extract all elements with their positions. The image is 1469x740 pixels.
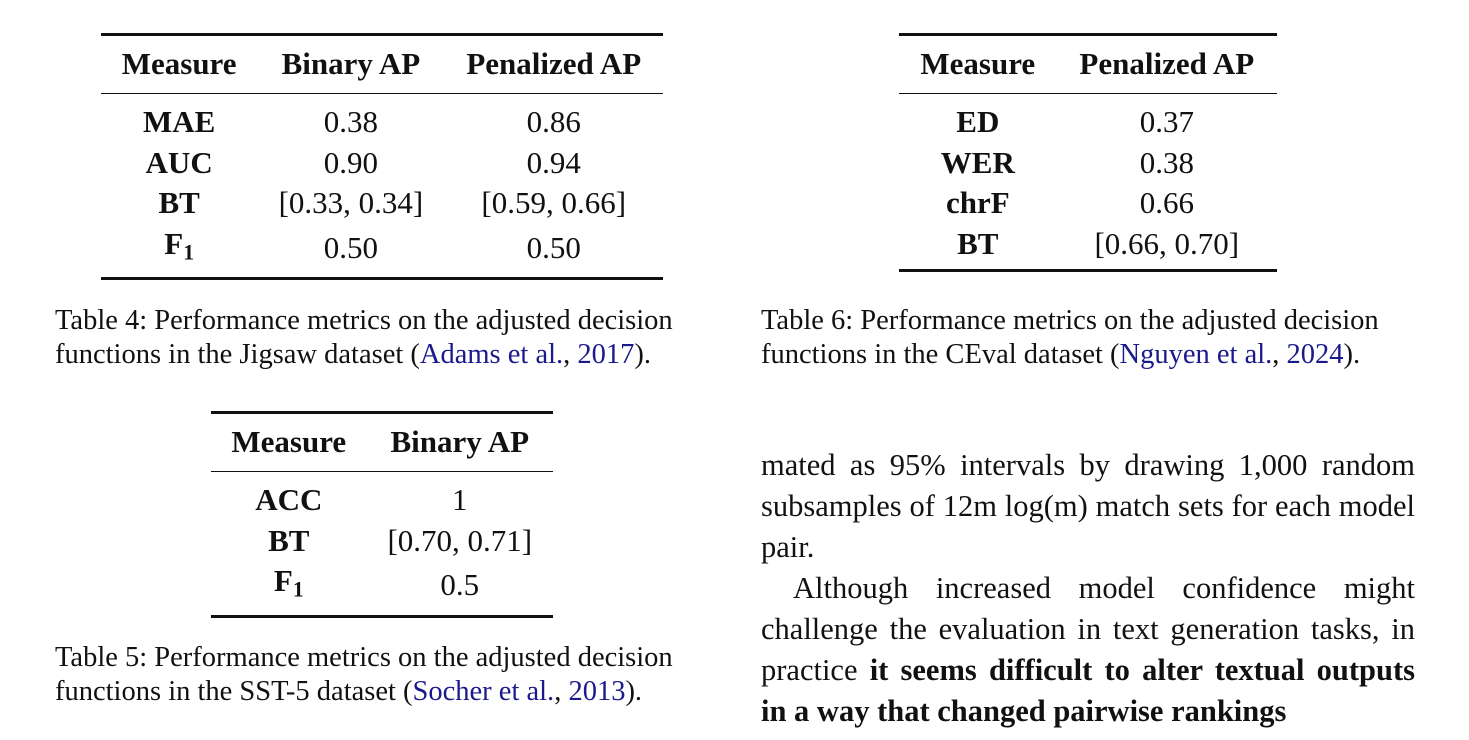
citation-year-link[interactable]: 2013 bbox=[568, 676, 626, 707]
table-row: chrF 0.66 bbox=[899, 183, 1277, 224]
measure-cell: F1 bbox=[211, 561, 367, 616]
measure-cell: ED bbox=[956, 104, 1000, 139]
measure-name: F bbox=[273, 563, 293, 598]
column-header: Binary AP bbox=[366, 412, 553, 472]
measure-cell: BT bbox=[268, 522, 310, 558]
caption-text: , bbox=[563, 339, 578, 370]
table-row: BT [0.66, 0.70] bbox=[899, 224, 1277, 271]
citation-year-link[interactable]: 2017 bbox=[577, 339, 635, 370]
table-row: AUC 0.90 0.94 bbox=[101, 143, 663, 184]
measure-cell: BT bbox=[158, 185, 200, 220]
measure-subscript: 1 bbox=[183, 239, 195, 264]
value-cell: [0.59, 0.66] bbox=[481, 185, 627, 220]
body-paragraph-2: Although increased model confidence migh… bbox=[761, 568, 1415, 732]
measure-cell: MAE bbox=[142, 104, 216, 139]
table-row: BT [0.33, 0.34] [0.59, 0.66] bbox=[101, 183, 663, 224]
caption-text: Table 5: Performance metrics on the adju… bbox=[55, 642, 673, 707]
caption-text: , bbox=[554, 676, 569, 707]
table-6: Measure Penalized AP ED 0.37 WER 0.38 ch… bbox=[899, 33, 1277, 272]
table-row: WER 0.38 bbox=[899, 143, 1277, 184]
table-row: BT [0.70, 0.71] bbox=[211, 521, 553, 562]
value-cell: [0.70, 0.71] bbox=[387, 522, 533, 558]
measure-cell: BT bbox=[957, 225, 999, 261]
measure-cell: ACC bbox=[255, 482, 323, 517]
column-header: Penalized AP bbox=[1056, 34, 1277, 94]
caption-text: ). bbox=[1343, 339, 1361, 370]
table-6-caption: Table 6: Performance metrics on the adju… bbox=[761, 304, 1421, 372]
caption-text: ). bbox=[634, 339, 652, 370]
table-header-row: Measure Penalized AP bbox=[899, 34, 1277, 94]
table-header-row: Measure Binary AP bbox=[211, 412, 553, 472]
table-row: F1 0.5 bbox=[211, 561, 553, 616]
table-header-row: Measure Binary AP Penalized AP bbox=[101, 34, 663, 94]
measure-cell: AUC bbox=[145, 144, 213, 180]
citation-year-link[interactable]: 2024 bbox=[1286, 339, 1344, 370]
caption-text: Table 6: Performance metrics on the adju… bbox=[761, 305, 1379, 370]
caption-text: ). bbox=[625, 676, 643, 707]
column-header: Measure bbox=[899, 34, 1057, 94]
value-cell: 0.90 bbox=[323, 144, 379, 180]
caption-text: , bbox=[1272, 339, 1287, 370]
emphasis-text: it seems difficult to alter textual outp… bbox=[761, 653, 1415, 728]
paragraph-text: Although increased model confidence migh… bbox=[761, 571, 1415, 687]
measure-cell: F1 bbox=[101, 224, 257, 279]
value-cell: 0.94 bbox=[526, 144, 581, 180]
value-cell: 0.5 bbox=[440, 567, 480, 603]
measure-subscript: 1 bbox=[292, 577, 304, 602]
caption-text: Table 4: Performance metrics on the adju… bbox=[55, 305, 673, 370]
table-4-caption: Table 4: Performance metrics on the adju… bbox=[55, 304, 715, 372]
measure-cell: chrF bbox=[945, 185, 1010, 220]
measure-cell: WER bbox=[940, 144, 1015, 180]
value-cell: [0.33, 0.34] bbox=[278, 185, 424, 220]
table-row: ED 0.37 bbox=[899, 94, 1277, 143]
table-row: F1 0.50 0.50 bbox=[101, 224, 663, 279]
value-cell: 0.86 bbox=[526, 104, 581, 139]
value-cell: 0.50 bbox=[526, 229, 581, 265]
body-paragraph-1: mated as 95% intervals by drawing 1,000 … bbox=[761, 448, 1415, 564]
citation-link[interactable]: Nguyen et al. bbox=[1119, 339, 1273, 370]
citation-link[interactable]: Socher et al. bbox=[412, 676, 555, 707]
column-header: Binary AP bbox=[257, 34, 445, 94]
measure-name: F bbox=[164, 225, 184, 261]
value-cell: 1 bbox=[452, 482, 468, 517]
value-cell: 0.37 bbox=[1139, 104, 1194, 139]
column-header: Penalized AP bbox=[444, 34, 663, 94]
column-header: Measure bbox=[211, 412, 367, 472]
table-row: ACC 1 bbox=[211, 472, 553, 521]
table-5: Measure Binary AP ACC 1 BT [0.70, 0.71] … bbox=[211, 411, 553, 618]
table-row: MAE 0.38 0.86 bbox=[101, 94, 663, 143]
value-cell: [0.66, 0.70] bbox=[1094, 225, 1240, 261]
citation-link[interactable]: Adams et al. bbox=[419, 339, 564, 370]
value-cell: 0.38 bbox=[1139, 144, 1194, 180]
table-4: Measure Binary AP Penalized AP MAE 0.38 … bbox=[101, 33, 663, 281]
value-cell: 0.50 bbox=[323, 229, 379, 265]
value-cell: 0.66 bbox=[1139, 185, 1194, 220]
table-5-caption: Table 5: Performance metrics on the adju… bbox=[55, 641, 715, 709]
value-cell: 0.38 bbox=[323, 104, 379, 139]
column-header: Measure bbox=[101, 34, 258, 94]
